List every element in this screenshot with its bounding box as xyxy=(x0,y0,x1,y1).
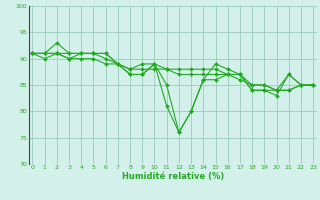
X-axis label: Humidité relative (%): Humidité relative (%) xyxy=(122,172,224,181)
